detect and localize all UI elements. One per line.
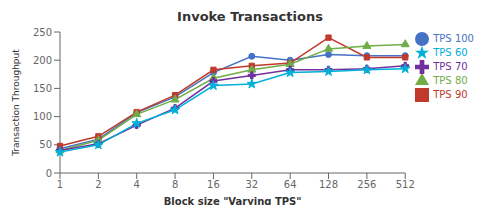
svg-text:16: 16 xyxy=(207,179,220,190)
svg-text:4: 4 xyxy=(134,179,140,190)
svg-text:1: 1 xyxy=(57,179,63,190)
svg-text:100: 100 xyxy=(33,111,52,122)
svg-text:250: 250 xyxy=(33,27,52,38)
html-text:TPS 90: TPS 90 xyxy=(433,89,468,100)
svg-text:512: 512 xyxy=(396,179,415,190)
svg-text:256: 256 xyxy=(357,179,376,190)
svg-text:32: 32 xyxy=(245,179,258,190)
html-text:TPS 100: TPS 100 xyxy=(433,33,474,44)
svg-text:64: 64 xyxy=(284,179,297,190)
svg-text:Transaction Throughput: Transaction Throughput xyxy=(11,49,21,157)
svg-text:0: 0 xyxy=(46,168,52,179)
svg-text:Block size "Varying TPS": Block size "Varying TPS" xyxy=(164,196,302,205)
html-text:TPS 70: TPS 70 xyxy=(433,61,468,72)
html-text:TPS 60: TPS 60 xyxy=(433,47,468,58)
html-text:Invoke Transactions: Invoke Transactions xyxy=(177,9,323,24)
svg-text:150: 150 xyxy=(33,83,52,94)
svg-text:2: 2 xyxy=(95,179,101,190)
svg-text:128: 128 xyxy=(319,179,338,190)
html-text:TPS 80: TPS 80 xyxy=(433,75,468,86)
svg-text:8: 8 xyxy=(172,179,178,190)
svg-text:50: 50 xyxy=(39,139,52,150)
svg-text:200: 200 xyxy=(33,55,52,66)
